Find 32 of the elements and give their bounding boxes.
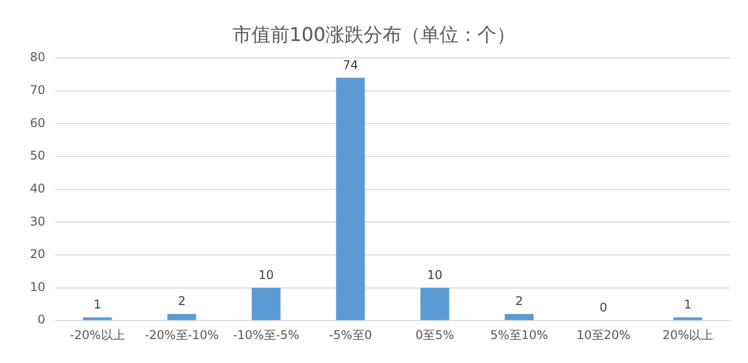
bar — [83, 317, 112, 320]
y-tick-label: 50 — [30, 148, 46, 163]
y-tick-label: 80 — [30, 50, 46, 64]
bar — [167, 314, 196, 320]
chart-title: 市值前100涨跌分布（单位：个） — [231, 23, 517, 48]
data-label: 10 — [427, 268, 442, 282]
data-label: 0 — [600, 300, 608, 315]
x-tick-label: 20%以上 — [662, 328, 714, 342]
y-tick-label: 10 — [30, 280, 46, 294]
y-tick-label: 20 — [30, 247, 46, 262]
y-tick-label: 0 — [38, 312, 46, 327]
data-label: 74 — [342, 58, 358, 72]
y-tick-label: 40 — [30, 181, 46, 196]
x-tick-label: 0至5% — [415, 328, 454, 342]
y-tick-label: 30 — [30, 214, 46, 228]
data-label: 2 — [515, 294, 523, 308]
y-tick-label: 70 — [30, 82, 46, 97]
x-tick-label: -20%至-10% — [144, 328, 219, 342]
x-tick-label: -10%至-5% — [232, 328, 300, 342]
x-tick-label: 5%至10% — [490, 328, 548, 342]
bar — [420, 288, 450, 320]
x-tick-label: -20%以上 — [70, 328, 125, 342]
bar — [336, 78, 365, 320]
data-label: 2 — [178, 294, 186, 308]
data-label: 10 — [258, 268, 274, 282]
data-label: 1 — [684, 297, 692, 312]
y-tick-label: 60 — [30, 116, 46, 130]
bar — [504, 314, 534, 320]
x-tick-label: -5%至0 — [328, 328, 372, 342]
bar — [252, 288, 281, 320]
data-label: 1 — [94, 297, 102, 312]
x-tick-label: 10至20% — [576, 328, 630, 342]
